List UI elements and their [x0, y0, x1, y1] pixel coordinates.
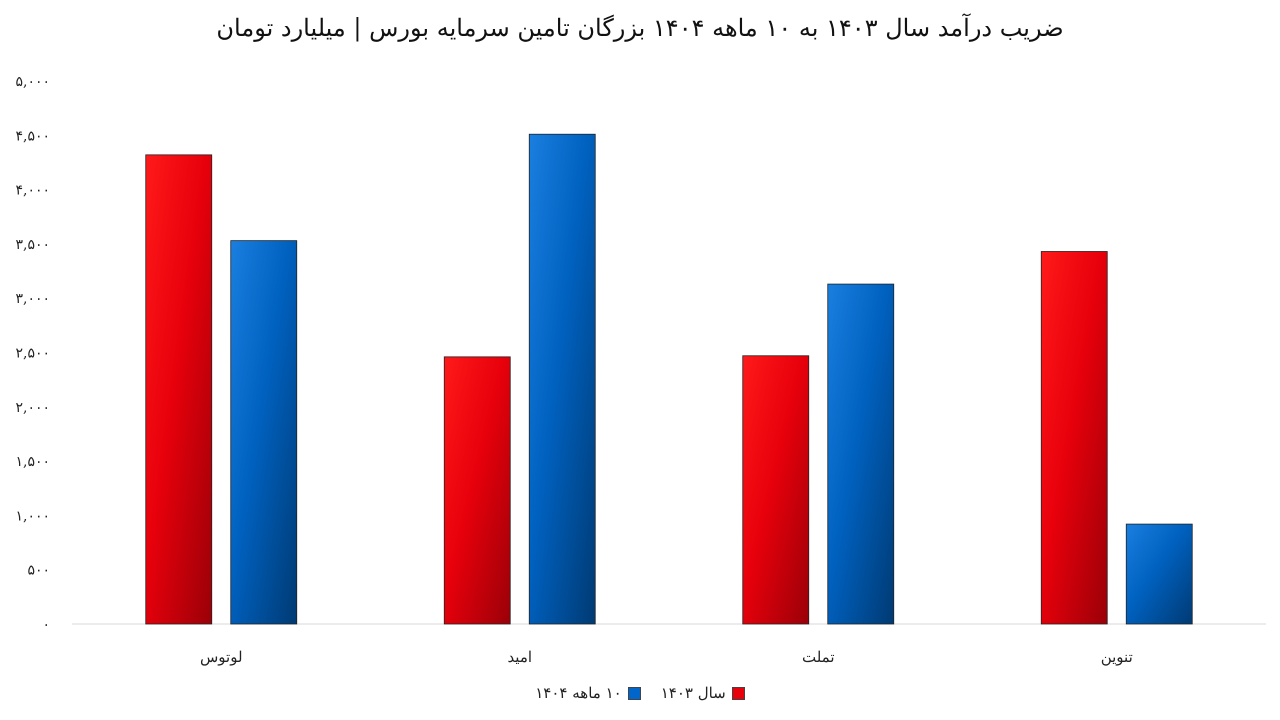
bar-series-1-cat-1 — [528, 133, 596, 625]
y-tick-label: ۰ — [42, 617, 50, 633]
bar-series-1-cat-0 — [230, 240, 298, 625]
y-tick-label: ۵,۰۰۰ — [15, 74, 50, 90]
bars-layer — [145, 133, 1193, 625]
y-tick-label: ۴,۰۰۰ — [15, 183, 50, 199]
legend-item: سال ۱۴۰۳ — [661, 684, 745, 702]
legend-label: ۱۰ ماهه ۱۴۰۴ — [535, 684, 622, 702]
y-tick-label: ۳,۰۰۰ — [15, 291, 50, 307]
y-tick-label: ۱,۰۰۰ — [15, 508, 50, 524]
x-category-label: تنوین — [1101, 648, 1133, 666]
y-tick-label: ۲,۰۰۰ — [15, 400, 50, 416]
y-tick-label: ۳,۵۰۰ — [15, 237, 50, 253]
bar-series-1-cat-3 — [1125, 523, 1193, 625]
legend-swatch — [731, 686, 745, 700]
bar-series-0-cat-1 — [443, 356, 511, 625]
bar-series-0-cat-0 — [145, 154, 213, 625]
labels-layer: ۰ ۵۰۰ ۱,۰۰۰ ۱,۵۰۰ ۲,۰۰۰ ۲,۵۰۰ ۳,۰۰۰ ۳,۵۰۰ ۴,۰۰۰ ۴… — [15, 74, 1132, 666]
bar-series-0-cat-2 — [742, 355, 810, 625]
x-category-label: امید — [507, 648, 532, 666]
bar-series-0-cat-3 — [1040, 251, 1108, 625]
x-category-label: لوتوس — [200, 648, 243, 666]
x-category-label: تملت — [802, 648, 835, 666]
y-tick-label: ۲,۵۰۰ — [15, 346, 50, 362]
legend-swatch — [627, 686, 641, 700]
y-tick-label: ۵۰۰ — [27, 563, 50, 579]
legend-item: ۱۰ ماهه ۱۴۰۴ — [535, 684, 641, 702]
legend: سال ۱۴۰۳ ۱۰ ماهه ۱۴۰۴ — [0, 684, 1280, 702]
y-tick-label: ۴,۵۰۰ — [15, 128, 50, 144]
y-tick-label: ۱,۵۰۰ — [15, 454, 50, 470]
chart-title: ضریب درآمد سال ۱۴۰۳ به ۱۰ ماهه ۱۴۰۴ بزرگ… — [216, 14, 1064, 42]
legend-label: سال ۱۴۰۳ — [660, 684, 726, 702]
bar-series-1-cat-2 — [827, 283, 895, 625]
